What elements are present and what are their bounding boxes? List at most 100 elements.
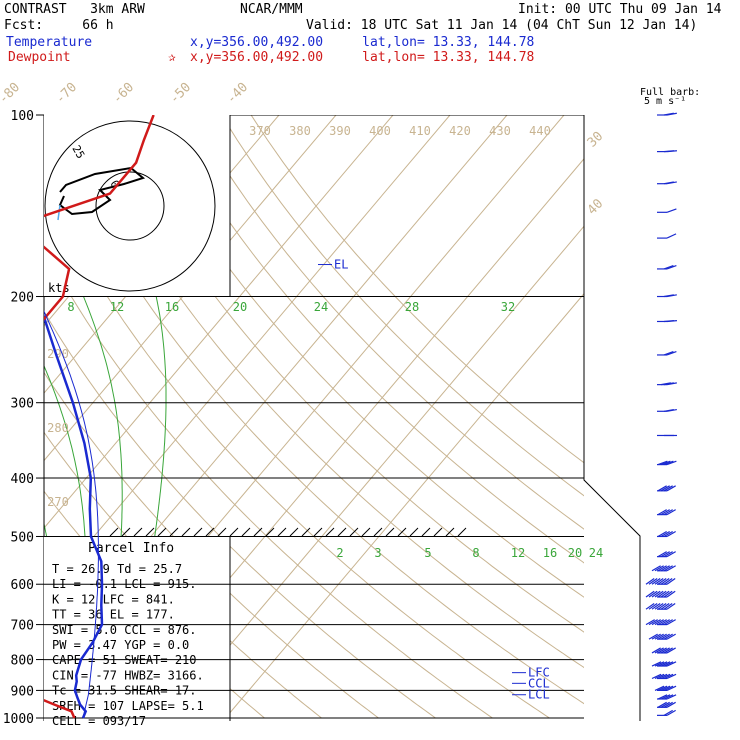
wind-barb-flag [651,565,661,572]
dewpoint-marker-icon: ✰ [168,50,176,65]
center-name: NCAR/MMM [240,2,303,17]
wind-barb-flag [663,294,674,298]
barb-legend-unit: 5 m s⁻¹ [644,96,686,107]
theta-e-label: 24 [314,300,328,314]
wind-barb-flag [657,530,667,537]
wind-barb-flag [660,509,670,516]
wind-barb-flag [666,233,677,239]
wind-barb-flag [657,619,667,626]
isotherm-line [168,225,584,719]
wind-barb-flag [663,112,674,116]
temperature-coords: x,y=356.00,492.00 lat,lon= 13.33, 144.78 [190,35,535,50]
theta-label: 440 [529,124,551,138]
dewpoint-coords: x,y=356.00,492.00 lat,lon= 13.33, 144.78 [190,50,535,65]
wind-barb-flag [660,551,670,558]
temperature-legend-label: Temperature [6,35,93,50]
wind-barb-flag [645,619,655,626]
wind-barb-flag [654,673,665,680]
wind-barb-flag [666,565,676,572]
level-label-lcl: LCL [528,688,550,702]
wind-barb-flag [654,590,664,598]
wind-barb-flag [657,577,667,585]
dry-adiabat-line [132,115,584,598]
wind-barb-flag [654,619,664,626]
hatch-mark [337,527,347,537]
hatch-mark [121,527,131,537]
wind-barb-flag [660,647,670,654]
hatch-mark [109,527,119,537]
theta-e-label: 8 [67,300,74,314]
isotherm-line [44,115,337,462]
hodograph-ring-label: 25 [69,143,87,161]
pressure-tick-label: 300 [11,397,34,412]
mixing-ratio-label: 3 [374,546,381,560]
wind-barb-flag [648,619,658,626]
parcel-info-row: CELL = 093/17 [52,714,146,728]
pressure-tick-label: 700 [11,619,34,634]
hodograph-trace [58,166,146,216]
hodograph-ring-inner [95,171,165,241]
hatch-mark [133,527,143,537]
wind-barb-flag [663,701,673,708]
wind-barb-flag [660,701,670,708]
wind-barb-flag [666,685,677,691]
mixing-ratio-label: 12 [511,546,525,560]
theta-label: 430 [489,124,511,138]
wind-barb-flag [660,673,671,680]
hatch-mark [289,527,299,537]
pressure-tick-label: 400 [11,472,34,487]
parcel-info-row: T = 26.9 Td = 25.7 [52,562,182,576]
forecast-hour: Fcst: 66 h [4,18,114,33]
wind-barb-flag [663,602,673,610]
parcel-info-row: CAPE = 51 SWEAT= 210 [52,653,197,667]
hatch-mark [277,527,287,537]
hatch-mark [241,527,251,537]
theta-e-label: 32 [501,300,515,314]
hatch-mark [157,527,167,537]
wind-barb-flag [645,590,655,598]
wind-barb-flag [657,485,667,492]
isotherm-label: 30 [585,129,607,151]
wind-barb-flag [657,685,668,691]
isotherm-label: 40 [585,196,607,218]
mixing-ratio-label: 5 [424,546,431,560]
init-time: Init: 00 UTC Thu 09 Jan 14 [518,2,722,17]
wind-barb-flag [654,602,664,610]
wind-barbs: Full barb:5 m s⁻¹ [640,87,700,716]
wind-barb-flag [657,460,668,466]
wind-barb-flag [663,685,674,691]
isotherm-label: -60 [110,80,137,107]
mixing-ratio-label: 8 [472,546,479,560]
hodograph-ring-outer [44,120,216,292]
wind-barb-flag [666,577,676,585]
hatch-mark [169,527,179,537]
pressure-tick-label: 500 [11,530,34,545]
theta-label: 270 [47,495,69,509]
wind-barb-flag [666,619,676,626]
hatch-mark [385,527,395,537]
isotherm-label: -80 [0,80,23,107]
wind-barb-flag [666,590,676,598]
theta-e-label: 28 [405,300,419,314]
wind-barb-flag [666,551,676,558]
wind-barb-flag [666,530,676,537]
hatch-mark [433,527,443,537]
wind-barb-flag [663,551,673,558]
hatch-mark [253,527,263,537]
wind-barb-flag [663,181,674,185]
wind-barb-flag [657,602,667,610]
wind-barb-flag [657,647,667,654]
wind-barb-flag [666,701,676,708]
wind-barb-flag [666,661,677,667]
hatch-mark [409,527,419,537]
wind-barb-flag [666,485,676,492]
pressure-tick-label: 900 [11,684,34,699]
wind-barb-flag [657,509,667,516]
wind-barb-flag [660,485,670,492]
mixing-ratio-label: 16 [543,546,557,560]
wind-barb-flag [666,694,677,700]
